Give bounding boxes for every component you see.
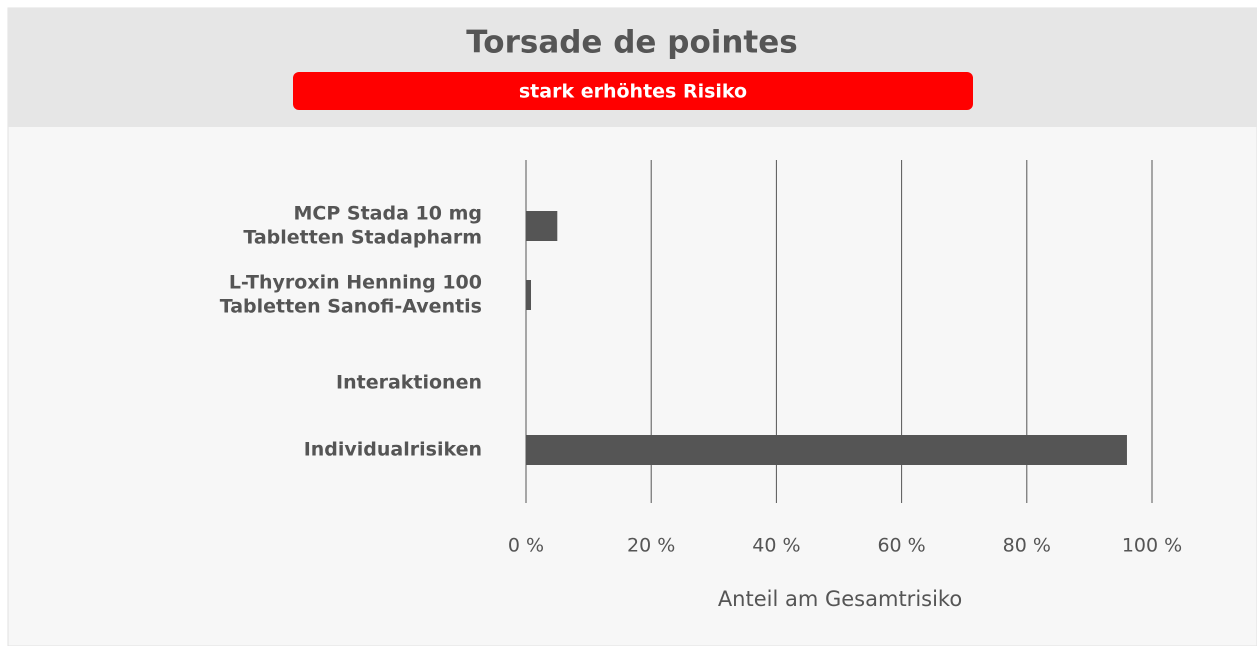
y-tick-label: Interaktionen: [336, 372, 482, 394]
x-axis-title: Anteil am Gesamtrisiko: [718, 587, 962, 611]
y-tick-label: L-Thyroxin Henning 100: [229, 272, 482, 294]
x-tick-label: 60 %: [877, 535, 925, 557]
bar: [526, 435, 1127, 465]
x-tick-label: 20 %: [627, 535, 675, 557]
y-tick-label: MCP Stada 10 mg: [294, 203, 482, 225]
bar: [526, 211, 558, 241]
bar: [526, 280, 532, 310]
chart-subtitle: stark erhöhtes Risiko: [519, 81, 747, 103]
risk-badge: [293, 72, 973, 110]
y-tick-label: Tabletten Sanofi-Aventis: [220, 296, 482, 318]
x-tick-label: 80 %: [1003, 535, 1051, 557]
x-tick-label: 0 %: [508, 535, 544, 557]
y-tick-label: Individualrisiken: [304, 439, 482, 461]
y-tick-label: Tabletten Stadapharm: [243, 227, 482, 249]
x-tick-label: 40 %: [752, 535, 800, 557]
x-tick-label: 100 %: [1122, 535, 1182, 557]
chart-title: Torsade de pointes: [466, 25, 797, 61]
